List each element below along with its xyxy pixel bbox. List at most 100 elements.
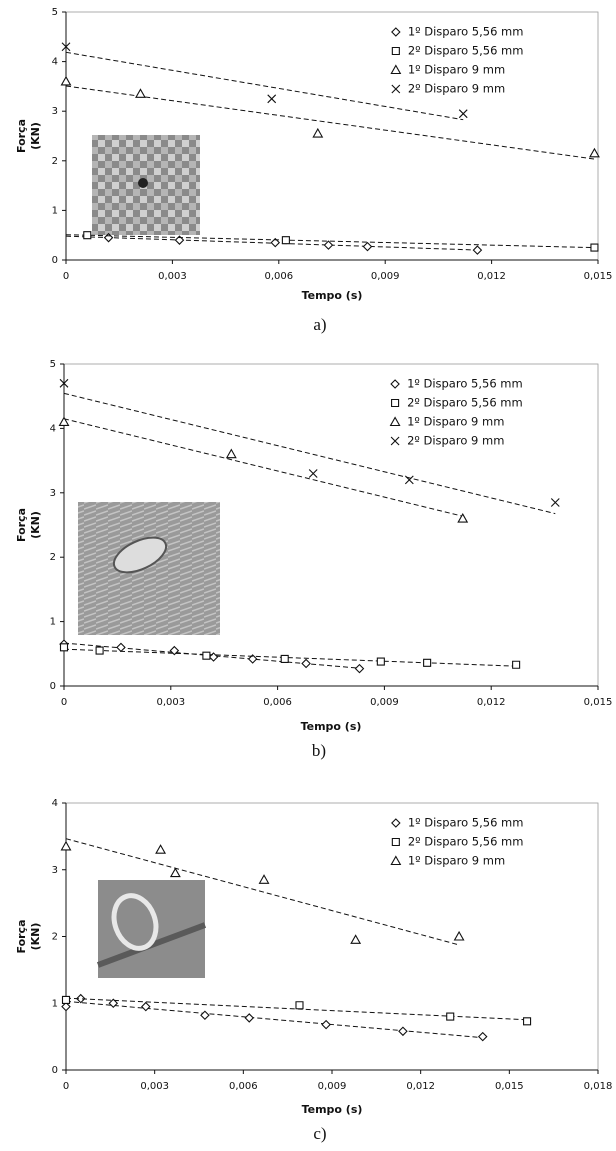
y-tick-label: 4 bbox=[50, 423, 56, 434]
x-axis-label: Tempo (s) bbox=[302, 289, 363, 302]
x-tick-label: 0,006 bbox=[263, 697, 292, 708]
inset-photo bbox=[92, 135, 200, 235]
marker bbox=[60, 75, 72, 86]
legend-marker bbox=[391, 837, 400, 847]
x-tick-label: 0,006 bbox=[264, 271, 293, 282]
marker bbox=[95, 646, 104, 655]
marker bbox=[244, 1013, 255, 1023]
marker bbox=[376, 657, 385, 666]
marker bbox=[472, 245, 483, 255]
y-tick-label: 5 bbox=[52, 7, 58, 18]
marker bbox=[155, 844, 167, 854]
x-tick-label: 0,012 bbox=[477, 271, 506, 282]
trend-line bbox=[63, 418, 463, 517]
marker bbox=[423, 658, 432, 667]
marker bbox=[446, 1012, 455, 1021]
legend-label: 1º Disparo 9 mm bbox=[407, 415, 504, 429]
marker bbox=[589, 147, 600, 158]
x-tick-label: 0,012 bbox=[477, 697, 506, 708]
legend-label: 1º Disparo 5,56 mm bbox=[408, 816, 524, 830]
y-tick-label: 1 bbox=[50, 617, 56, 628]
marker bbox=[141, 1001, 151, 1012]
legend-label: 2º Disparo 9 mm bbox=[408, 82, 505, 96]
trend-line bbox=[65, 1000, 483, 1039]
marker bbox=[59, 643, 69, 652]
y-axis-label: (KN) bbox=[29, 511, 42, 539]
y-axis-label: Força bbox=[15, 119, 28, 153]
marker bbox=[174, 235, 185, 245]
legend-label: 1º Disparo 5,56 mm bbox=[407, 377, 523, 391]
legend-marker bbox=[389, 416, 401, 427]
marker bbox=[350, 934, 362, 944]
caption: c) bbox=[313, 1124, 326, 1143]
marker bbox=[280, 654, 289, 664]
marker bbox=[477, 1031, 488, 1042]
x-tick-label: 0,003 bbox=[156, 697, 185, 708]
x-tick-label: 0,003 bbox=[140, 1081, 169, 1092]
x-tick-label: 0,006 bbox=[229, 1081, 258, 1092]
trend-line bbox=[65, 51, 464, 121]
legend-marker bbox=[391, 818, 401, 828]
x-tick-label: 0,003 bbox=[158, 271, 187, 282]
y-tick-label: 2 bbox=[52, 156, 58, 167]
x-tick-label: 0,009 bbox=[370, 697, 399, 708]
y-tick-label: 0 bbox=[52, 1065, 58, 1076]
y-axis-label: Força bbox=[15, 508, 28, 542]
marker bbox=[108, 998, 119, 1009]
y-tick-label: 4 bbox=[52, 57, 58, 68]
trend-line bbox=[63, 392, 556, 515]
caption: a) bbox=[313, 315, 326, 334]
y-tick-label: 3 bbox=[52, 106, 58, 117]
marker bbox=[61, 42, 71, 52]
marker bbox=[550, 498, 560, 507]
legend-marker bbox=[391, 27, 401, 37]
marker bbox=[60, 840, 72, 851]
marker bbox=[512, 660, 521, 669]
marker bbox=[135, 88, 146, 98]
marker bbox=[116, 642, 126, 653]
legend-marker bbox=[390, 855, 402, 866]
legend-marker bbox=[391, 46, 400, 56]
x-tick-label: 0 bbox=[61, 697, 67, 708]
marker bbox=[321, 1019, 331, 1030]
y-tick-label: 2 bbox=[50, 552, 56, 563]
y-tick-label: 3 bbox=[50, 488, 56, 499]
marker bbox=[301, 658, 311, 669]
marker bbox=[458, 109, 468, 119]
x-tick-label: 0 bbox=[63, 1081, 69, 1092]
marker bbox=[200, 1010, 210, 1021]
legend-marker bbox=[390, 379, 400, 389]
marker bbox=[76, 993, 86, 1004]
y-tick-label: 0 bbox=[50, 681, 56, 692]
y-tick-label: 5 bbox=[50, 359, 56, 370]
x-tick-label: 0,009 bbox=[371, 271, 400, 282]
x-tick-label: 0,015 bbox=[584, 271, 613, 282]
y-tick-label: 0 bbox=[52, 255, 58, 266]
x-tick-label: 0 bbox=[63, 271, 69, 282]
y-tick-label: 3 bbox=[52, 865, 58, 876]
y-axis-label: (KN) bbox=[29, 122, 42, 150]
marker bbox=[398, 1026, 408, 1037]
legend-marker bbox=[390, 436, 400, 446]
y-tick-label: 2 bbox=[52, 932, 58, 943]
marker bbox=[457, 512, 469, 523]
inset-photo bbox=[78, 502, 220, 635]
legend-label: 2º Disparo 5,56 mm bbox=[408, 44, 524, 58]
marker bbox=[523, 1017, 532, 1026]
marker bbox=[404, 475, 414, 485]
marker bbox=[312, 127, 324, 138]
x-axis-label: Tempo (s) bbox=[301, 720, 362, 733]
marker bbox=[59, 378, 69, 388]
legend-label: 2º Disparo 9 mm bbox=[407, 434, 504, 448]
legend-label: 1º Disparo 9 mm bbox=[408, 854, 505, 868]
marker bbox=[225, 448, 237, 459]
marker bbox=[247, 654, 258, 664]
x-tick-label: 0,015 bbox=[495, 1081, 524, 1092]
y-axis-label: Força bbox=[15, 920, 28, 954]
marker bbox=[281, 236, 290, 245]
inset-photo bbox=[96, 880, 207, 978]
marker bbox=[295, 1001, 304, 1010]
marker bbox=[362, 241, 373, 252]
marker bbox=[202, 651, 211, 660]
